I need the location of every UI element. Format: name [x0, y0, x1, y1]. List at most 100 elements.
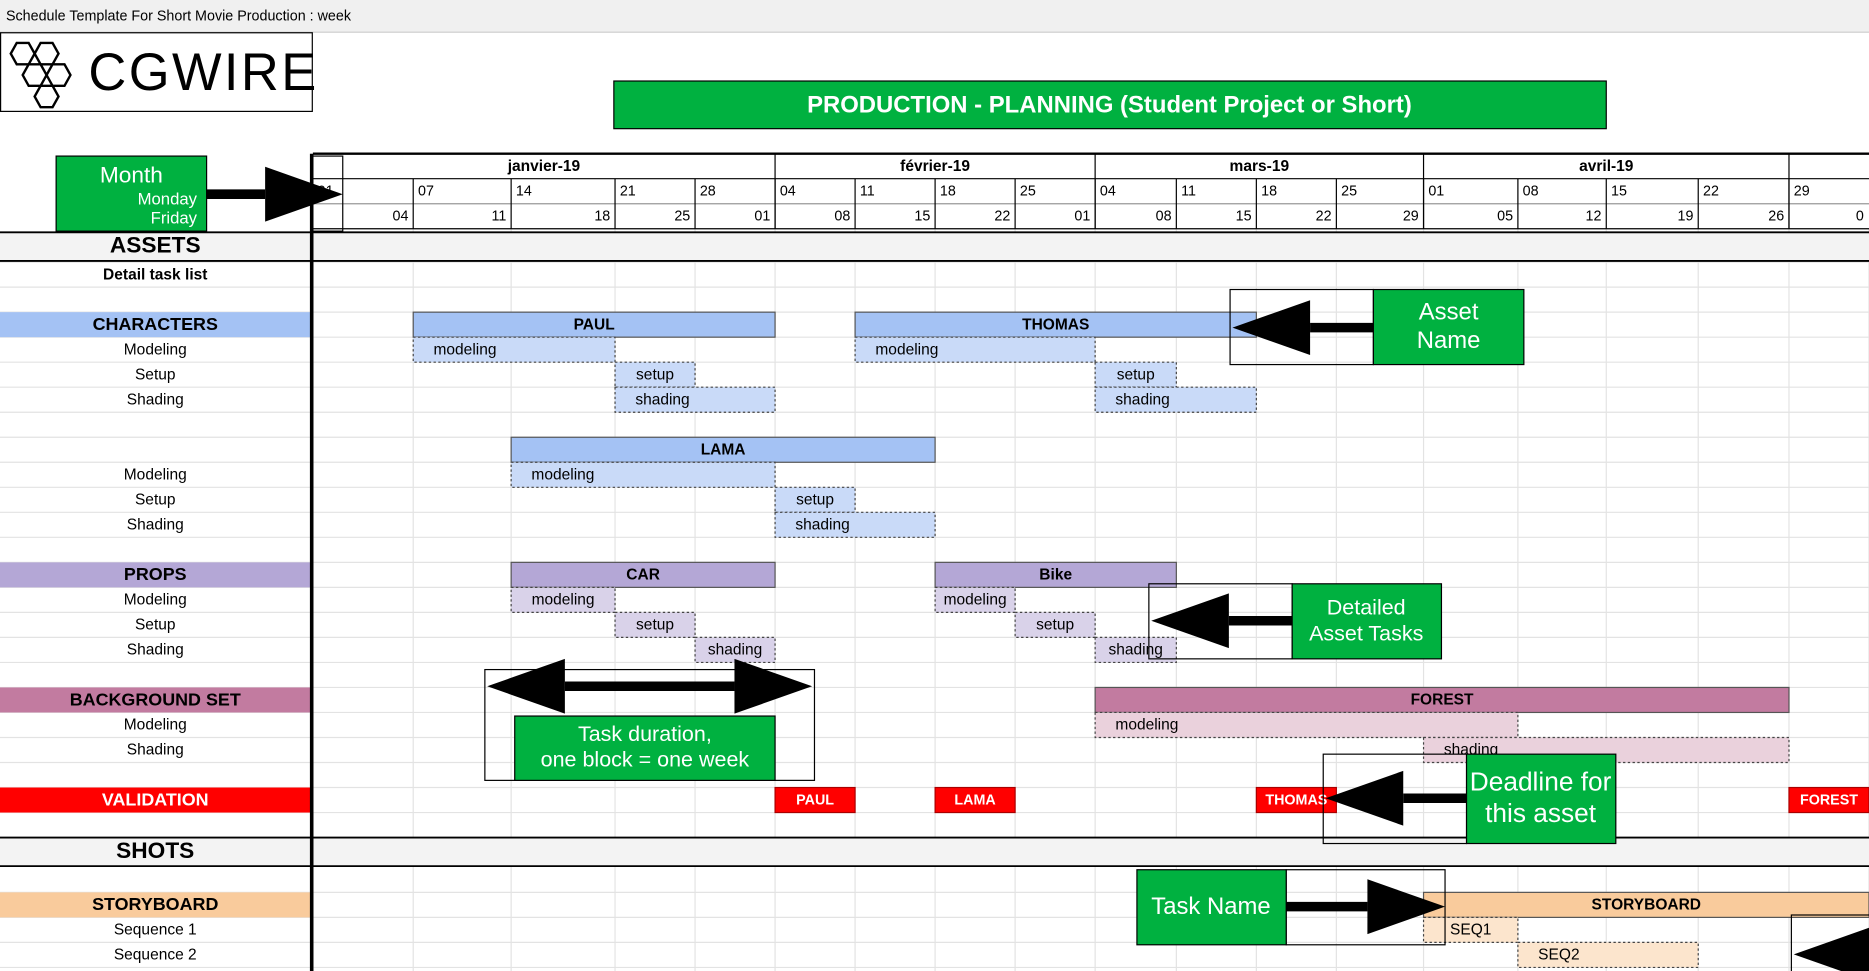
- task-bar-label: modeling: [434, 341, 497, 358]
- task-bar-label: modeling: [1115, 717, 1178, 734]
- callout-text: Detailed: [1327, 596, 1406, 620]
- logo-text: CGWIRE: [88, 43, 318, 102]
- section-header: [0, 562, 311, 588]
- friday-label: 22: [994, 209, 1010, 225]
- window-title: Schedule Template For Short Movie Produc…: [6, 8, 352, 24]
- monday-label: 15: [1611, 184, 1627, 200]
- task-bar-label: shading: [1115, 391, 1169, 408]
- friday-label: 01: [1074, 209, 1090, 225]
- group-label: ASSETS: [110, 232, 201, 258]
- task-label: Setup: [135, 491, 176, 508]
- task-bar: [854, 336, 1096, 363]
- monday-label: 25: [1341, 184, 1357, 200]
- asset-bar-label: Bike: [1039, 567, 1072, 584]
- task-bar: [1422, 916, 1519, 944]
- arrow-head: [1367, 879, 1446, 935]
- task-bar: [774, 486, 856, 513]
- task-bar-label: shading: [708, 642, 762, 659]
- task-bar: [1517, 941, 1699, 969]
- callout-text: one block = one week: [541, 748, 750, 772]
- callout-text: Deadline for: [1470, 767, 1612, 797]
- callout-text: Name: [1417, 327, 1481, 354]
- monday-label: 25: [1020, 184, 1036, 200]
- asset-bar-label: LAMA: [701, 441, 746, 458]
- logo-box: [0, 32, 313, 112]
- arrow-head: [265, 166, 343, 222]
- monday-label: 08: [1523, 184, 1539, 200]
- arrow-head: [734, 658, 813, 714]
- task-bar-label: modeling: [532, 592, 595, 609]
- group-row: [0, 232, 1869, 261]
- friday-label: 22: [1316, 209, 1332, 225]
- friday-label: 18: [594, 209, 610, 225]
- asset-bar-label: FOREST: [1411, 692, 1474, 709]
- deadline-bar: [1788, 786, 1869, 814]
- asset-bar: [854, 311, 1257, 338]
- task-bar-label: setup: [1036, 617, 1074, 634]
- monday-label: 18: [940, 184, 956, 200]
- friday-label: 26: [1768, 209, 1784, 225]
- section-label: VALIDATION: [102, 789, 209, 809]
- arrow-head: [487, 658, 565, 714]
- deadline-label: PAUL: [796, 792, 834, 808]
- callout-outline: [1790, 914, 1869, 971]
- deadline-bar: [934, 786, 1016, 814]
- task-bar-label: SEQ2: [1538, 947, 1579, 964]
- friday-label: 12: [1586, 209, 1602, 225]
- title-bar: [0, 0, 1869, 33]
- asset-bar: [510, 561, 776, 588]
- deadline-bar: [774, 786, 856, 814]
- task-bar-label: SEQ1: [1450, 922, 1491, 939]
- deadline-label: FOREST: [1800, 792, 1858, 808]
- monday-label: 04: [780, 184, 796, 200]
- section-header: [0, 312, 311, 338]
- monday-label: 01: [1428, 184, 1444, 200]
- monday-label: 11: [860, 184, 875, 200]
- friday-label: 08: [1156, 209, 1172, 225]
- deadline-label: THOMAS: [1265, 792, 1327, 808]
- friday-label: 01: [754, 209, 770, 225]
- task-label: Modeling: [124, 466, 187, 483]
- section-header: [0, 787, 311, 813]
- task-label: Sequence 2: [114, 947, 197, 964]
- monday-label: 14: [516, 184, 532, 200]
- asset-bar-label: THOMAS: [1022, 316, 1089, 333]
- friday-label: 29: [1403, 209, 1419, 225]
- section-header: [0, 892, 311, 918]
- callout-text: this asset: [1485, 798, 1597, 828]
- task-bar: [1094, 361, 1177, 388]
- asset-bar-label: CAR: [626, 567, 660, 584]
- task-bar: [614, 386, 776, 413]
- task-label: Modeling: [124, 592, 187, 609]
- callout-text: Asset Tasks: [1309, 621, 1423, 645]
- monday-label: 21: [620, 184, 636, 200]
- task-label: Modeling: [124, 341, 187, 358]
- task-bar: [774, 511, 936, 538]
- callout-text: Asset: [1419, 299, 1479, 326]
- task-label: Sequence 1: [114, 922, 197, 939]
- task-bar-label: setup: [796, 491, 834, 508]
- section-label: STORYBOARD: [92, 894, 218, 914]
- friday-label: 25: [674, 209, 690, 225]
- task-label: Shading: [127, 517, 184, 534]
- monday-label: 18: [1261, 184, 1277, 200]
- task-bar-label: shading: [635, 391, 689, 408]
- task-bar: [1094, 711, 1519, 739]
- task-label: Modeling: [124, 717, 187, 734]
- month-label: janvier-19: [507, 158, 581, 175]
- callout-box: [55, 155, 208, 232]
- section-header: [0, 687, 311, 713]
- task-bar-label: modeling: [944, 592, 1007, 609]
- task-bar: [1014, 611, 1096, 639]
- arrow-head: [1151, 593, 1229, 649]
- task-bar-label: setup: [636, 617, 674, 634]
- task-bar: [694, 636, 776, 664]
- task-bar-label: shading: [795, 517, 849, 534]
- asset-bar: [1422, 891, 1869, 918]
- asset-bar: [934, 561, 1177, 588]
- monday-label: 11: [1181, 184, 1196, 200]
- task-bar: [510, 586, 616, 613]
- callout-box: [514, 715, 776, 781]
